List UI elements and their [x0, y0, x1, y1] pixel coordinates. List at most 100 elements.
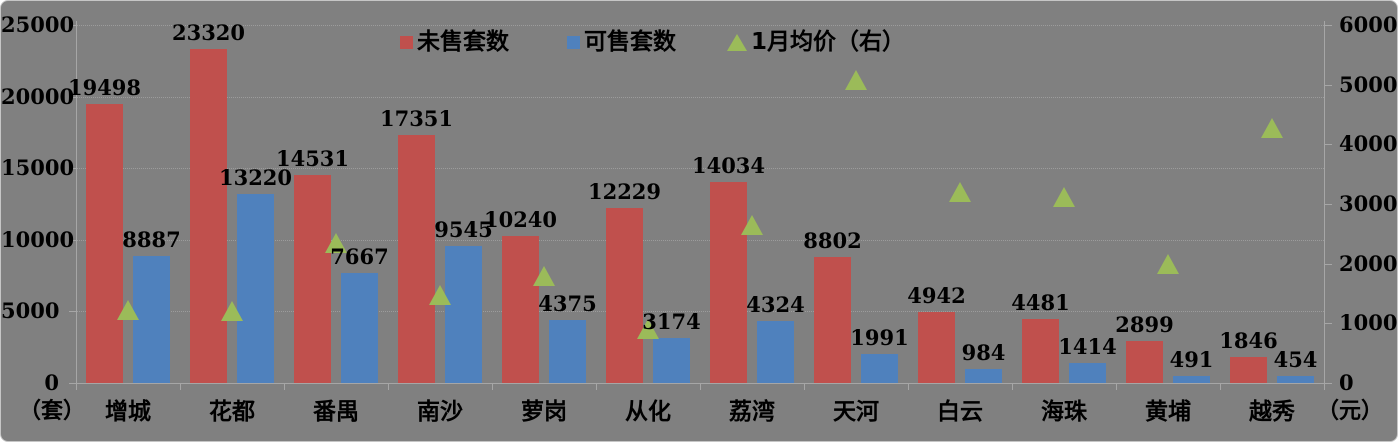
price-marker-triangle [533, 265, 555, 286]
bar-label-available: 4375 [538, 291, 597, 317]
bar-available [861, 354, 898, 383]
category-label: 黄埔 [1145, 399, 1191, 425]
left-axis-tick-label: 20000 [1, 83, 75, 109]
left-axis-tick [69, 25, 76, 26]
bar-unsold [190, 49, 227, 383]
bar-label-unsold: 12229 [587, 178, 662, 204]
x-axis-tick [388, 383, 389, 390]
x-axis-tick [700, 383, 701, 390]
bar-unsold [918, 312, 955, 383]
price-marker-triangle [741, 214, 763, 235]
x-axis-tick [908, 383, 909, 390]
bar-label-available: 3174 [642, 308, 701, 334]
bar-label-unsold: 19498 [67, 74, 142, 100]
category-label: 从化 [625, 399, 671, 425]
bar-available [965, 368, 1002, 383]
bar-unsold [398, 134, 435, 383]
gridline [76, 168, 1324, 170]
bar-available [1277, 376, 1314, 383]
bar-label-available: 7667 [330, 244, 389, 270]
left-axis-tick [69, 311, 76, 313]
category-label: 荔湾 [729, 399, 775, 425]
right-axis-tick [1324, 144, 1332, 146]
right-axis-tick-label: 40000 [1339, 131, 1398, 157]
bar-label-unsold: 2899 [1115, 312, 1174, 338]
price-marker-triangle [325, 232, 347, 253]
bar-label-available: 9545 [434, 217, 493, 243]
right-axis-tick-label: 60000 [1339, 12, 1398, 37]
bar-unsold [814, 256, 851, 383]
left-axis-tick [69, 168, 76, 170]
left-axis-unit-label: （套） [19, 399, 86, 424]
bar-label-available: 984 [961, 339, 1006, 365]
x-axis-tick [804, 383, 805, 390]
price-marker-triangle [637, 318, 659, 339]
bar-available [757, 321, 794, 383]
bar-label-unsold: 17351 [379, 105, 454, 131]
left-axis-tick-label: 25000 [1, 12, 75, 37]
right-axis-tick [1324, 204, 1332, 205]
right-axis-tick [1324, 25, 1332, 26]
left-axis-tick-label: 0 [44, 370, 59, 395]
bar-unsold [86, 103, 123, 383]
x-axis-tick [1220, 383, 1221, 390]
x-axis-tick [596, 383, 597, 390]
bar-unsold [1022, 318, 1059, 383]
left-axis-tick-label: 15000 [1, 155, 75, 181]
gridline [76, 25, 1324, 26]
bar-available [341, 273, 378, 383]
bar-unsold [1230, 356, 1267, 383]
bar-label-available: 454 [1273, 347, 1318, 373]
available-series-swatch-icon [567, 35, 580, 49]
price-marker-triangle [1053, 186, 1075, 207]
legend-label-price: 1月均价（右） [751, 29, 906, 55]
bar-available [549, 320, 586, 383]
bar-available [133, 255, 170, 383]
gridline [76, 239, 1324, 241]
legend-label-available: 可售套数 [584, 29, 676, 55]
category-label: 天河 [833, 399, 879, 425]
bar-available [445, 246, 482, 383]
bar-label-unsold: 14034 [691, 153, 766, 179]
bar-unsold [502, 236, 539, 383]
category-label: 萝岗 [521, 399, 567, 425]
x-axis-tick [1324, 383, 1325, 390]
gridline [76, 96, 1324, 98]
bar-unsold [294, 174, 331, 383]
price-marker-triangle [845, 70, 867, 91]
x-axis-tick [492, 383, 493, 390]
bar-label-unsold: 8802 [803, 227, 862, 253]
bar-label-available: 13220 [218, 164, 293, 190]
legend-item-available: 可售套数 [567, 28, 676, 56]
category-label: 增城 [105, 399, 151, 425]
bar-label-unsold: 23320 [171, 20, 246, 46]
x-axis-tick [1012, 383, 1013, 390]
category-label: 番禺 [313, 399, 359, 425]
price-series-triangle-icon [727, 33, 747, 51]
unsold-series-swatch-icon [400, 35, 413, 49]
bar-label-unsold: 4481 [1011, 289, 1070, 315]
price-marker-triangle [221, 301, 243, 322]
bar-label-available: 1414 [1058, 333, 1117, 359]
legend-label-unsold: 未售套数 [417, 29, 509, 55]
bar-label-available: 8887 [122, 226, 181, 252]
bar-label-unsold: 14531 [275, 145, 350, 171]
bar-available [1069, 362, 1106, 383]
price-marker-triangle [1261, 117, 1283, 138]
bar-label-available: 491 [1169, 346, 1214, 372]
bar-label-available: 4324 [746, 292, 805, 318]
x-axis-tick [1116, 383, 1117, 390]
right-axis-unit-label: （元） [1317, 399, 1384, 424]
price-marker-triangle [949, 182, 971, 203]
price-marker-triangle [117, 299, 139, 320]
gridline [76, 311, 1324, 313]
left-axis-tick [69, 383, 76, 384]
left-axis-line [76, 21, 77, 383]
bar-label-unsold: 1846 [1219, 327, 1278, 353]
right-axis-tick [1324, 323, 1332, 325]
bar-available [1173, 375, 1210, 383]
x-axis-tick [284, 383, 285, 390]
bar-unsold [710, 182, 747, 383]
